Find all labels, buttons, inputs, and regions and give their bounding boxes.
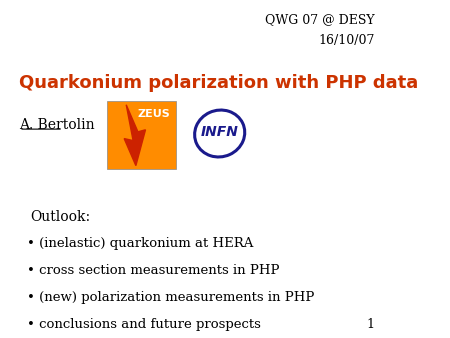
- Text: INFN: INFN: [201, 125, 239, 139]
- Text: QWG 07 @ DESY: QWG 07 @ DESY: [265, 14, 374, 26]
- Text: • (inelastic) quarkonium at HERA: • (inelastic) quarkonium at HERA: [27, 237, 253, 249]
- Bar: [107, 101, 176, 169]
- Text: 16/10/07: 16/10/07: [318, 34, 374, 47]
- Text: • cross section measurements in PHP: • cross section measurements in PHP: [27, 264, 279, 276]
- Text: Outlook:: Outlook:: [31, 210, 91, 223]
- Text: A. Bertolin: A. Bertolin: [19, 118, 95, 132]
- Polygon shape: [124, 105, 145, 166]
- Text: ZEUS: ZEUS: [137, 108, 170, 119]
- Text: Quarkonium polarization with PHP data: Quarkonium polarization with PHP data: [19, 74, 418, 92]
- Text: 1: 1: [366, 318, 374, 331]
- Text: • (new) polarization measurements in PHP: • (new) polarization measurements in PHP: [27, 291, 314, 304]
- Text: • conclusions and future prospects: • conclusions and future prospects: [27, 318, 261, 331]
